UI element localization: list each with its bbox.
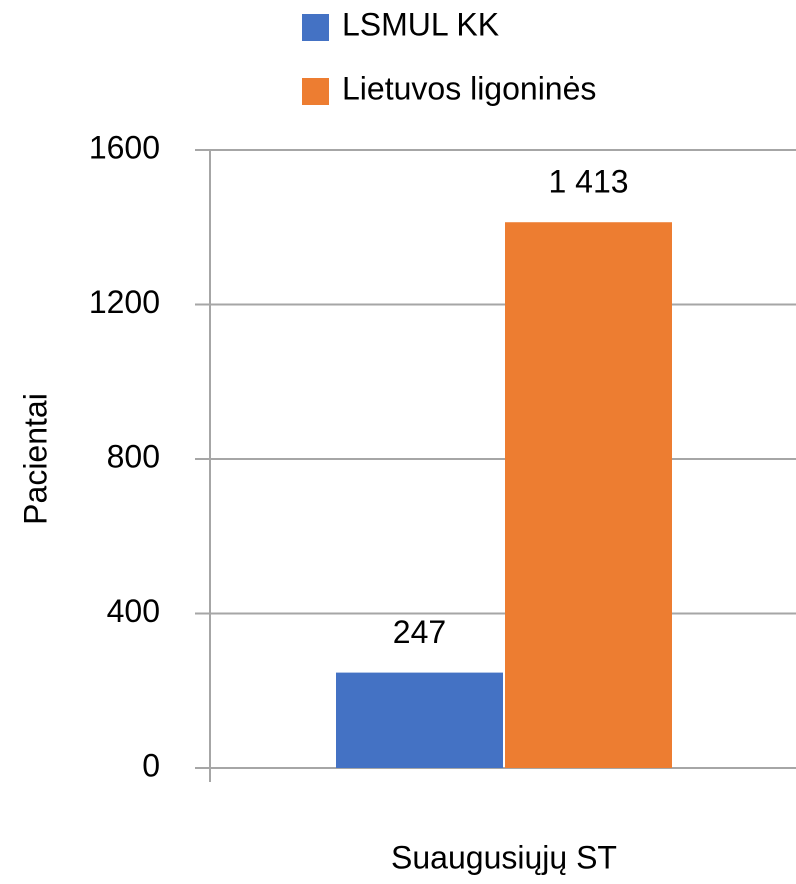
x-tick-label: Suaugusiųjų ST <box>391 839 617 875</box>
legend-swatch <box>302 78 329 105</box>
y-tick-label: 0 <box>142 747 160 783</box>
value-label: 247 <box>393 614 446 650</box>
y-tick-label: 800 <box>107 438 160 474</box>
legend-swatch <box>302 14 329 41</box>
y-axis-label: Pacientai <box>17 393 53 525</box>
y-tick-label: 1600 <box>89 129 160 165</box>
y-tick-label: 400 <box>107 593 160 629</box>
legend-label: LSMUL KK <box>342 6 499 42</box>
value-label: 1 413 <box>548 164 628 200</box>
bar <box>336 672 503 768</box>
bar <box>505 222 672 768</box>
y-tick-label: 1200 <box>89 284 160 320</box>
legend-label: Lietuvos ligoninės <box>342 70 596 106</box>
